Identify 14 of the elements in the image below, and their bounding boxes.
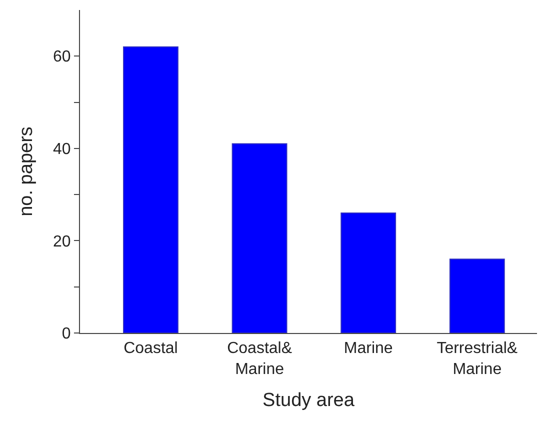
- y-tick-label: 20: [53, 233, 71, 250]
- x-tick-label: Marine: [344, 340, 393, 358]
- y-tick-label: 60: [53, 48, 71, 66]
- x-tick-label: Terrestrial& Marine: [436, 340, 518, 378]
- x-axis-title: Study area: [262, 390, 355, 411]
- x-tick-label: Coastal: [124, 340, 178, 358]
- bar: [232, 143, 288, 333]
- bar: [449, 258, 505, 333]
- y-axis-title: no. papers: [16, 126, 37, 216]
- y-tick-label: 40: [53, 141, 71, 158]
- x-tick-label: Coastal& Marine: [227, 340, 292, 378]
- y-tick-label: 0: [62, 326, 71, 343]
- bar: [340, 212, 396, 333]
- bar: [123, 46, 178, 333]
